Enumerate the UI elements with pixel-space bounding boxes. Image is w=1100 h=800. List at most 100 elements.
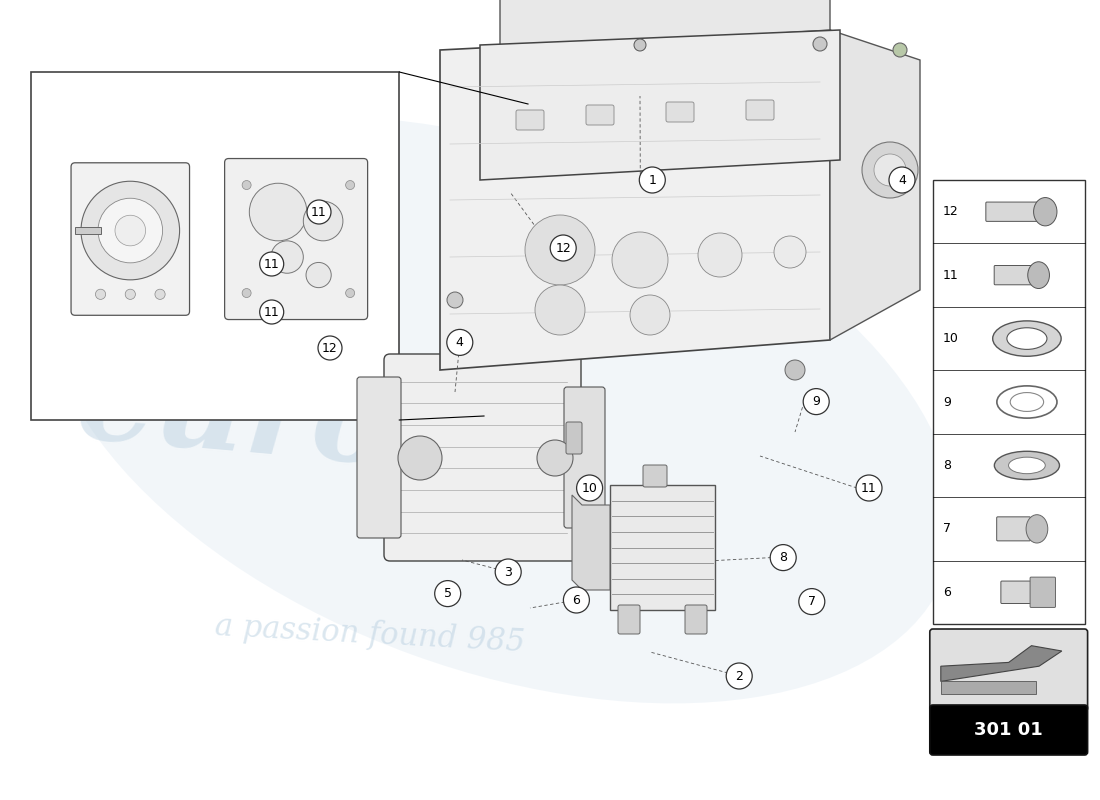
Text: 7: 7: [807, 595, 816, 608]
Circle shape: [785, 360, 805, 380]
Text: 7: 7: [943, 522, 950, 535]
Text: 11: 11: [264, 258, 279, 270]
Circle shape: [304, 202, 343, 241]
Text: 6: 6: [572, 594, 581, 606]
Ellipse shape: [1027, 262, 1049, 289]
Circle shape: [634, 39, 646, 51]
FancyBboxPatch shape: [566, 422, 582, 454]
Circle shape: [345, 289, 354, 298]
FancyBboxPatch shape: [610, 485, 715, 610]
Ellipse shape: [992, 321, 1062, 356]
Circle shape: [799, 589, 825, 614]
Text: 2: 2: [735, 670, 744, 682]
Text: 9: 9: [943, 395, 950, 409]
Text: 5: 5: [443, 587, 452, 600]
Circle shape: [447, 292, 463, 308]
Ellipse shape: [1034, 198, 1057, 226]
Circle shape: [576, 475, 603, 501]
FancyBboxPatch shape: [224, 158, 367, 319]
FancyBboxPatch shape: [358, 377, 402, 538]
FancyBboxPatch shape: [666, 102, 694, 122]
FancyBboxPatch shape: [746, 100, 774, 120]
Ellipse shape: [994, 451, 1059, 479]
Circle shape: [271, 241, 304, 274]
Text: 985: 985: [572, 144, 909, 336]
Circle shape: [698, 233, 742, 277]
FancyBboxPatch shape: [930, 629, 1088, 711]
Bar: [933, 180, 1085, 624]
Text: 12: 12: [943, 206, 958, 218]
FancyBboxPatch shape: [516, 110, 544, 130]
Circle shape: [242, 289, 251, 298]
Text: 11: 11: [861, 482, 877, 494]
FancyBboxPatch shape: [1030, 577, 1056, 607]
Circle shape: [116, 215, 145, 246]
Circle shape: [803, 389, 829, 414]
Text: a passion found 985: a passion found 985: [214, 611, 526, 658]
Circle shape: [495, 559, 521, 585]
Circle shape: [306, 262, 331, 288]
Text: 8: 8: [779, 551, 788, 564]
Polygon shape: [940, 682, 1036, 694]
Circle shape: [563, 587, 590, 613]
Bar: [31, 72, 399, 420]
Ellipse shape: [1006, 328, 1047, 350]
Circle shape: [862, 142, 918, 198]
Polygon shape: [830, 30, 920, 340]
Text: 11: 11: [311, 206, 327, 218]
Circle shape: [250, 183, 307, 241]
Circle shape: [260, 300, 284, 324]
Circle shape: [155, 289, 165, 299]
Circle shape: [345, 181, 354, 190]
Text: 11: 11: [264, 306, 279, 318]
Circle shape: [434, 581, 461, 606]
Ellipse shape: [1026, 514, 1048, 543]
Text: 6: 6: [943, 586, 950, 598]
FancyBboxPatch shape: [564, 387, 605, 528]
Circle shape: [893, 43, 907, 57]
Ellipse shape: [997, 386, 1057, 418]
Polygon shape: [572, 495, 610, 590]
Text: 10: 10: [943, 332, 959, 345]
Circle shape: [96, 289, 106, 299]
Ellipse shape: [1009, 457, 1045, 474]
Circle shape: [260, 252, 284, 276]
Polygon shape: [940, 646, 1062, 682]
FancyBboxPatch shape: [930, 705, 1088, 755]
Bar: [75, 227, 100, 234]
Text: 1: 1: [648, 174, 657, 186]
Circle shape: [525, 215, 595, 285]
Circle shape: [242, 181, 251, 190]
Text: europ: europ: [72, 342, 488, 498]
Circle shape: [125, 289, 135, 299]
Circle shape: [639, 167, 665, 193]
Circle shape: [447, 330, 473, 355]
Text: 4: 4: [898, 174, 906, 186]
FancyBboxPatch shape: [997, 517, 1031, 541]
Text: 12: 12: [322, 342, 338, 354]
FancyBboxPatch shape: [986, 202, 1040, 222]
Text: 12: 12: [556, 242, 571, 254]
Polygon shape: [500, 0, 830, 50]
Circle shape: [398, 436, 442, 480]
Ellipse shape: [45, 117, 955, 703]
Text: 10: 10: [582, 482, 597, 494]
Circle shape: [856, 475, 882, 501]
FancyBboxPatch shape: [1001, 581, 1032, 603]
FancyBboxPatch shape: [384, 354, 581, 561]
Circle shape: [726, 663, 752, 689]
Text: 301 01: 301 01: [975, 721, 1043, 739]
Text: 11: 11: [943, 269, 958, 282]
Circle shape: [535, 285, 585, 335]
Circle shape: [550, 235, 576, 261]
Circle shape: [612, 232, 668, 288]
FancyBboxPatch shape: [685, 605, 707, 634]
Text: 9: 9: [812, 395, 821, 408]
FancyBboxPatch shape: [586, 105, 614, 125]
FancyBboxPatch shape: [644, 465, 667, 487]
Circle shape: [630, 295, 670, 335]
FancyBboxPatch shape: [72, 162, 189, 315]
Circle shape: [770, 545, 796, 570]
Circle shape: [774, 236, 806, 268]
Text: 4: 4: [455, 336, 464, 349]
